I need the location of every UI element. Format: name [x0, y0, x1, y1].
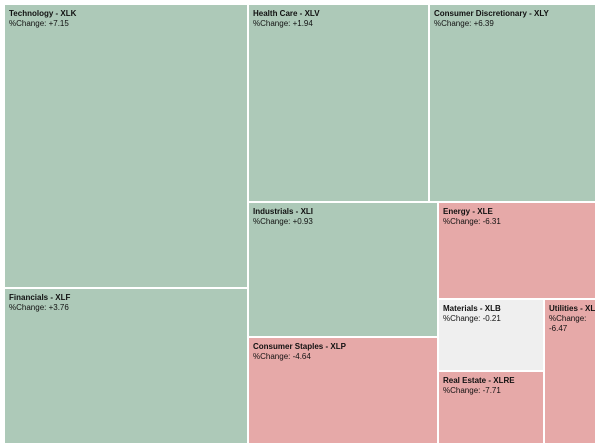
- treemap-tile: Consumer Discretionary - XLY %Change: +6.…: [429, 4, 596, 202]
- tile-label: Consumer Staples - XLP: [253, 342, 346, 351]
- tile-change-value: %Change: +6.39: [434, 19, 494, 28]
- treemap-tile: Utilities - XLU %Change: -6.47: [544, 299, 596, 444]
- tile-label: Financials - XLF: [9, 293, 71, 302]
- treemap-tile: Energy - XLE %Change: -6.31: [438, 202, 596, 299]
- tile-label: Consumer Discretionary - XLY: [434, 9, 549, 18]
- treemap-tile: Health Care - XLV %Change: +1.94: [248, 4, 429, 202]
- tile-label: Technology - XLK: [9, 9, 77, 18]
- treemap-tile: Industrials - XLI %Change: +0.93: [248, 202, 438, 337]
- tile-change-value: %Change: +0.93: [253, 217, 313, 226]
- tile-change-value: %Change: -4.64: [253, 352, 311, 361]
- treemap-tile: Consumer Staples - XLP %Change: -4.64: [248, 337, 438, 444]
- treemap-tile: Technology - XLK %Change: +7.15: [4, 4, 248, 288]
- tile-change-value: %Change: -7.71: [443, 386, 501, 395]
- tile-change-value: %Change: +7.15: [9, 19, 69, 28]
- tile-label: Energy - XLE: [443, 207, 493, 216]
- treemap-tile: Real Estate - XLRE %Change: -7.71: [438, 371, 544, 444]
- tile-change-value: %Change: -6.31: [443, 217, 501, 226]
- tile-change-value: %Change: +1.94: [253, 19, 313, 28]
- tile-label: Industrials - XLI: [253, 207, 314, 216]
- treemap-tile: Financials - XLF %Change: +3.76: [4, 288, 248, 444]
- tile-change-value: %Change: -6.47: [549, 314, 587, 333]
- tile-change-value: %Change: -0.21: [443, 314, 501, 323]
- tile-change-value: %Change: +3.76: [9, 303, 69, 312]
- treemap-tile: Materials - XLB %Change: -0.21: [438, 299, 544, 371]
- tile-label: Real Estate - XLRE: [443, 376, 515, 385]
- tile-label: Materials - XLB: [443, 304, 501, 313]
- tile-label: Health Care - XLV: [253, 9, 320, 18]
- tile-label: Utilities - XLU: [549, 304, 596, 313]
